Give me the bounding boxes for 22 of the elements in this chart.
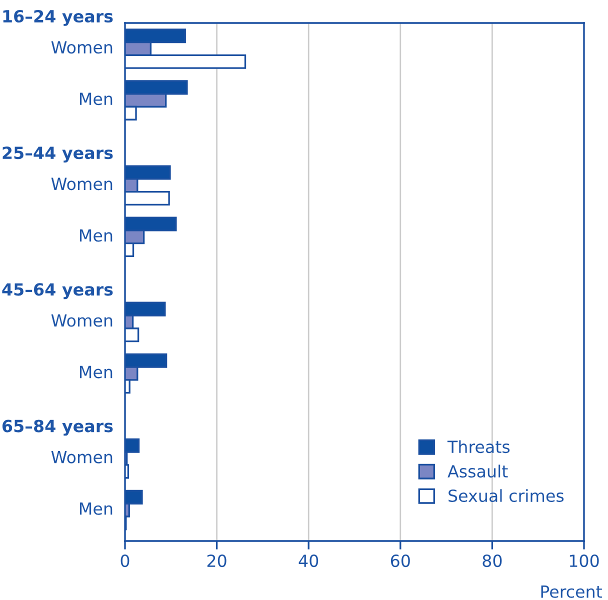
- y-tick-label: 16–24 years: [3, 10, 113, 26]
- y-tick-label: 25–44 years: [2, 146, 113, 162]
- x-axis-title: Percent: [541, 586, 602, 598]
- x-tick-label: 80: [482, 554, 502, 568]
- y-tick-label: 45–64 years: [2, 283, 113, 300]
- x-tick-label: 40: [298, 554, 318, 568]
- x-tick-label: 20: [207, 554, 226, 568]
- y-tick-label: 65–84 years: [2, 420, 113, 436]
- y-tick-label: Men: [80, 229, 112, 242]
- y-tick-label: Men: [80, 502, 112, 515]
- y-tick-label: Women: [51, 450, 112, 464]
- y-tick-label: Women: [51, 178, 112, 190]
- legend-label: Assault: [448, 464, 508, 478]
- x-tick-label: 0: [120, 554, 130, 568]
- y-tick-label: Women: [51, 314, 112, 327]
- x-tick-label: 60: [390, 554, 410, 568]
- y-tick-label: Men: [80, 366, 112, 378]
- y-tick-label: Men: [80, 92, 112, 106]
- x-tick-label: 100: [570, 554, 599, 568]
- y-tick-label: Women: [51, 41, 112, 54]
- legend-label: Threats: [447, 440, 510, 454]
- legend-label: Sexual crimes: [448, 489, 564, 502]
